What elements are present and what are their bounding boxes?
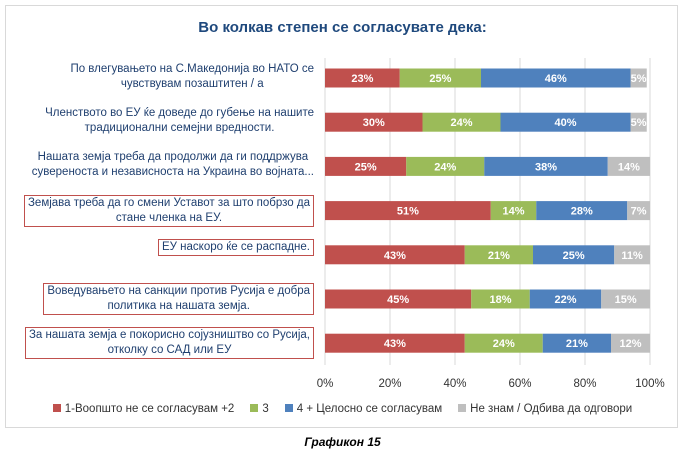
data-label: 24% — [434, 161, 456, 173]
legend-label: 4 + Целосно се согласувам — [296, 403, 443, 415]
data-label: 5% — [631, 73, 647, 85]
bar-segment — [325, 245, 465, 265]
bar-segment — [399, 68, 481, 88]
x-tick-label: 20% — [378, 378, 401, 390]
legend-label: 1-Воопшто не се согласувам +2 — [64, 403, 235, 415]
x-tick-label: 80% — [573, 378, 596, 390]
bar-segment — [500, 112, 631, 132]
category-label: Земјава треба да го смени Уставот за што… — [23, 194, 314, 227]
x-tick-label: 40% — [443, 378, 466, 390]
bar-segment — [627, 201, 650, 221]
x-tick-label: 100% — [635, 378, 664, 390]
legend-swatch — [284, 404, 293, 412]
legend-swatch — [52, 404, 61, 412]
data-label: 15% — [615, 294, 637, 306]
data-label: 30% — [363, 117, 385, 129]
bar-segment — [325, 289, 472, 309]
legend-swatch — [458, 404, 467, 412]
data-label: 24% — [450, 117, 472, 129]
data-label: 21% — [566, 338, 588, 350]
bar-segment — [481, 68, 631, 88]
data-label: 46% — [545, 73, 567, 85]
bar-segment — [611, 333, 650, 353]
bar-segment — [601, 289, 650, 309]
data-label: 25% — [563, 250, 585, 262]
bar-segment — [614, 245, 650, 265]
category-label: Воведувањето на санкции против Русија е … — [43, 283, 314, 315]
bar-segment — [607, 156, 650, 176]
data-label: 43% — [384, 338, 406, 350]
bar-segment — [422, 112, 501, 132]
bar-segment — [325, 112, 423, 132]
legend-item: Не знам / Одбива да одговори — [458, 403, 632, 415]
legend-swatch — [250, 404, 259, 412]
data-label: 51% — [397, 206, 419, 218]
data-label: 38% — [535, 161, 557, 173]
data-label: 25% — [355, 161, 377, 173]
chart-frame — [5, 5, 678, 428]
legend-item: 3 — [250, 403, 269, 415]
x-tick-label: 60% — [508, 378, 531, 390]
bar-segment — [464, 333, 543, 353]
data-label: 45% — [387, 294, 409, 306]
category-label: За нашата земја е покорисно сојузништво … — [24, 327, 314, 360]
bar-segment — [325, 156, 407, 176]
category-label: ЕУ наскоро ќе се распадне. — [158, 238, 314, 256]
bar-segment — [533, 245, 615, 265]
data-label: 21% — [488, 250, 510, 262]
data-label: 14% — [502, 206, 524, 218]
bar-segment — [529, 289, 602, 309]
data-label: 25% — [429, 73, 451, 85]
bar-segment — [484, 156, 608, 176]
data-label: 28% — [571, 206, 593, 218]
bar-segment — [536, 201, 628, 221]
data-label: 7% — [631, 206, 647, 218]
data-label: 12% — [619, 338, 641, 350]
bar-segment — [630, 68, 647, 88]
data-label: 18% — [489, 294, 511, 306]
bar-segment — [325, 333, 465, 353]
bar-segment — [464, 245, 533, 265]
bar-segment — [325, 68, 400, 88]
category-label: Членството во ЕУ ќе доведе до губење на … — [45, 107, 314, 135]
data-label: 5% — [631, 117, 647, 129]
data-label: 43% — [384, 250, 406, 262]
chart-caption: Графикон 15 — [304, 435, 381, 449]
data-label: 23% — [351, 73, 373, 85]
bar-segment — [630, 112, 647, 132]
legend-item: 4 + Целосно се согласувам — [284, 403, 443, 415]
data-label: 24% — [493, 338, 515, 350]
bar-segment — [325, 201, 491, 221]
legend: 1-Воопшто не се согласувам +2 3 4 + Целосн… — [0, 403, 685, 415]
data-label: 14% — [618, 161, 640, 173]
data-label: 22% — [554, 294, 576, 306]
data-label: 11% — [621, 250, 643, 262]
legend-item: 1-Воопшто не се согласувам +2 — [52, 403, 235, 415]
x-tick-label: 0% — [317, 378, 334, 390]
data-label: 40% — [554, 117, 576, 129]
bar-segment — [542, 333, 611, 353]
chart-title: Во колкав степен се согласувате дека: — [198, 19, 487, 36]
bar-segment — [490, 201, 537, 221]
bar-segment — [471, 289, 530, 309]
chart-plot: 0% 20% 40% 60% 80% 100% 23% 25% 46% 5% 30% 24% 40% 5%… — [317, 58, 665, 390]
category-label: По влегувањето на С.Македонија во НАТО с… — [70, 63, 314, 90]
category-label: Нашата земја треба да продолжи да ги под… — [31, 151, 314, 179]
legend-label: 3 — [262, 403, 269, 415]
legend-label: Не знам / Одбива да одговори — [470, 403, 633, 415]
bar-segment — [406, 156, 485, 176]
